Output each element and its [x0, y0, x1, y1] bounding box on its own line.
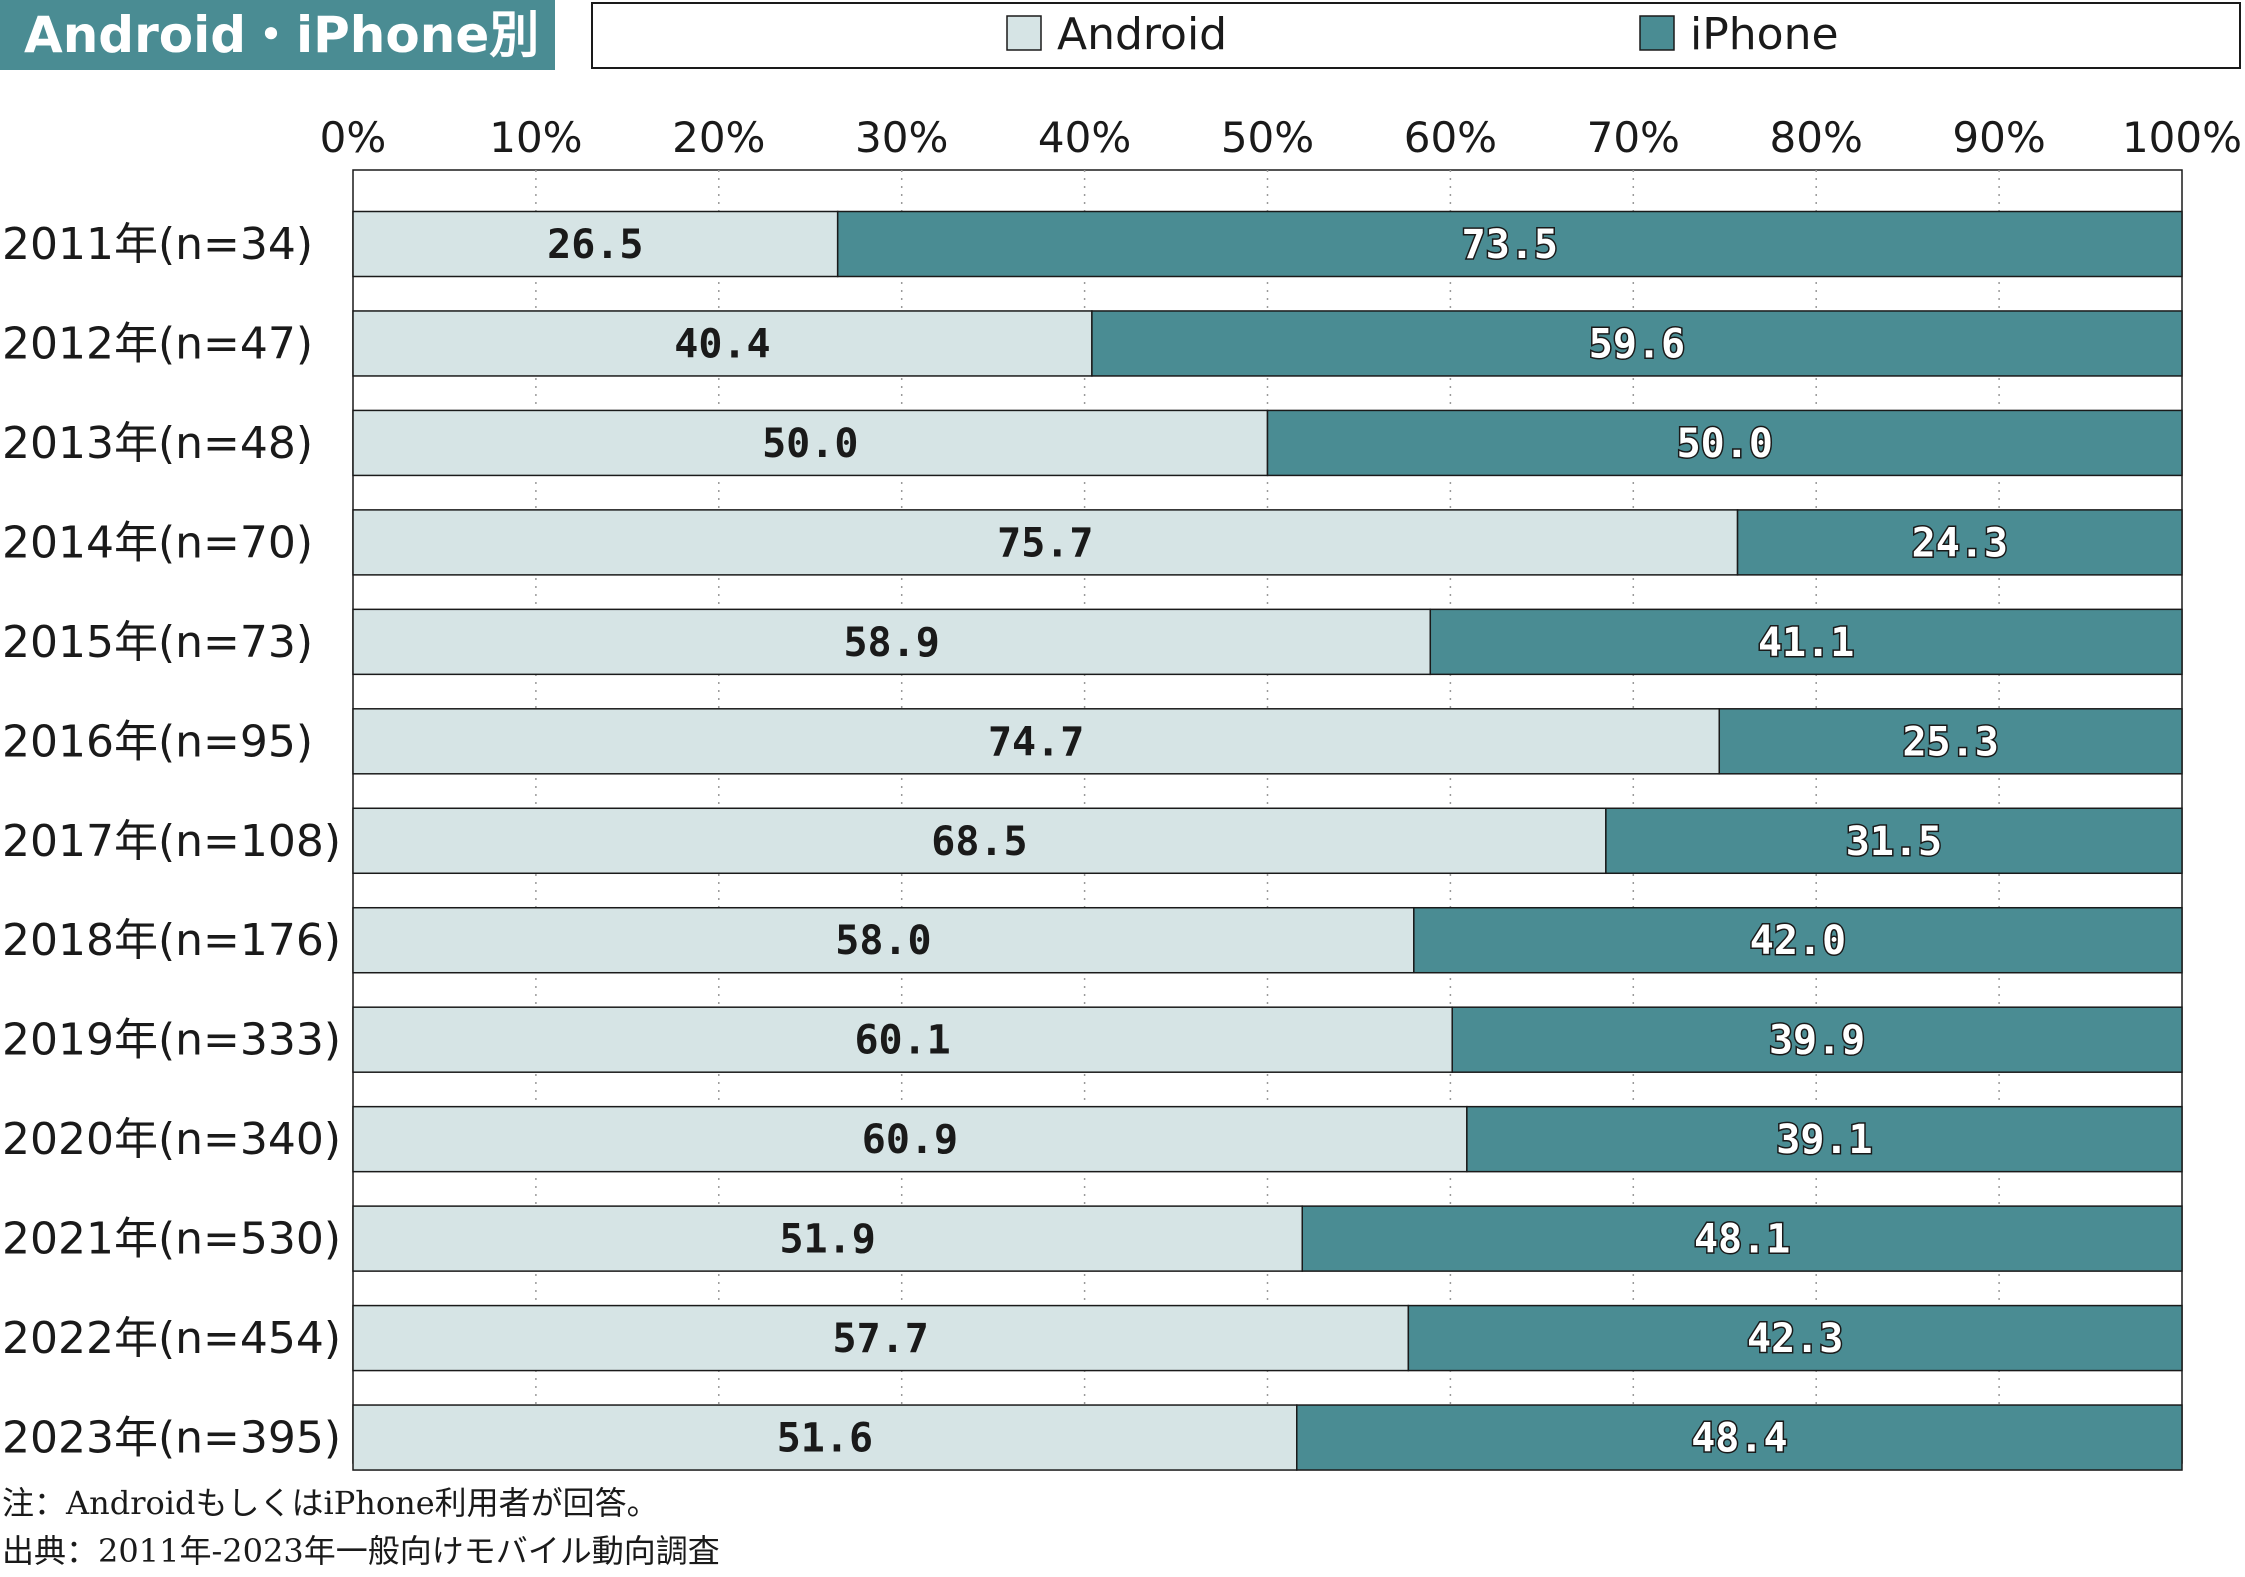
bar-android	[352, 708, 1721, 775]
bars	[352, 210, 2183, 1471]
legend-label-android: Android	[1057, 9, 1227, 60]
category-label: 2023年(n=395)	[2, 1413, 341, 1464]
header-title-bg	[0, 0, 555, 70]
category-label: 2021年(n=530)	[2, 1214, 341, 1265]
category-label: 2013年(n=48)	[2, 418, 313, 469]
value-label-iphone: 25.3	[1902, 719, 1998, 765]
legend-swatch-iphone	[1639, 15, 1675, 51]
category-labels: 2011年(n=34) 2012年(n=47) 2013年(n=48) 2014年(n…	[2, 219, 341, 1464]
value-label-iphone: 42.0	[1750, 918, 1846, 964]
x-tick-label: 100%	[2122, 113, 2242, 162]
value-label-android: 26.5	[547, 222, 643, 268]
bar-iphone	[1301, 1205, 2183, 1272]
bar-android	[352, 310, 1093, 377]
legend-label-iphone: iPhone	[1690, 9, 1839, 60]
footnote-source: 出典：2011年-2023年一般向けモバイル動向調査	[2, 1532, 720, 1570]
bar-iphone	[1296, 1404, 2183, 1471]
x-tick-label: 80%	[1770, 113, 1863, 162]
chart-title: Android・iPhone別	[24, 6, 539, 64]
value-label-android: 58.9	[843, 620, 939, 666]
value-label-iphone: 31.5	[1846, 819, 1942, 865]
x-tick-label: 50%	[1221, 113, 1314, 162]
x-tick-label: 10%	[489, 113, 582, 162]
bar-iphone	[1091, 310, 2183, 377]
bar-iphone	[836, 210, 2183, 278]
value-label-android: 60.1	[854, 1018, 950, 1064]
value-label-iphone: 39.1	[1776, 1117, 1872, 1163]
category-label: 2017年(n=108)	[2, 816, 341, 867]
value-label-android: 40.4	[674, 321, 770, 367]
bar-iphone	[1466, 1105, 2183, 1173]
category-label: 2016年(n=95)	[2, 716, 313, 767]
category-label: 2012年(n=47)	[2, 318, 313, 369]
x-tick-label: 70%	[1587, 113, 1680, 162]
bar-iphone	[1413, 906, 2183, 974]
category-label: 2011年(n=34)	[2, 219, 313, 270]
value-label-android: 58.0	[835, 918, 931, 964]
bar-iphone	[1718, 708, 2183, 775]
category-label: 2018年(n=176)	[2, 915, 341, 966]
bar-android	[352, 509, 1739, 576]
bar-android	[352, 906, 1415, 974]
bar-iphone	[1451, 1006, 2183, 1073]
x-tick-label: 40%	[1038, 113, 1131, 162]
x-tick-label: 60%	[1404, 113, 1497, 162]
value-label-android: 50.0	[762, 421, 858, 467]
legend-swatch-android	[1006, 15, 1042, 51]
value-label-android: 74.7	[988, 719, 1084, 765]
bar-iphone	[1429, 608, 2183, 676]
value-label-android: 68.5	[931, 819, 1027, 865]
bar-iphone	[1736, 509, 2183, 576]
value-label-android: 75.7	[997, 520, 1093, 566]
x-tick-label: 90%	[1952, 113, 2045, 162]
value-label-android: 51.6	[777, 1416, 873, 1462]
x-tick-label: 0%	[320, 113, 387, 162]
x-tick-label: 20%	[672, 113, 765, 162]
value-label-iphone: 59.6	[1589, 321, 1685, 367]
value-labels: 26.5 73.5 40.4 59.6 50.0 50.0 75.7 24.3 58.9 41.1…	[547, 221, 2009, 1464]
bar-android	[352, 608, 1432, 676]
value-label-android: 60.9	[862, 1117, 958, 1163]
value-label-android: 57.7	[833, 1316, 929, 1362]
bar-android	[352, 210, 839, 278]
category-label: 2014年(n=70)	[2, 517, 313, 568]
x-axis-ticks: 0% 10% 20% 30% 40% 50% 60% 70% 80% 90% 100%	[320, 113, 2242, 162]
value-label-iphone: 48.1	[1694, 1217, 1790, 1263]
value-label-iphone: 42.3	[1747, 1316, 1843, 1362]
bar-android	[352, 1006, 1453, 1073]
footnote-note: 注：AndroidもしくはiPhone利用者が回答。	[2, 1484, 659, 1522]
bar-iphone	[1605, 807, 2183, 875]
category-label: 2022年(n=454)	[2, 1313, 341, 1364]
bar-android	[352, 1205, 1304, 1272]
category-label: 2019年(n=333)	[2, 1015, 341, 1066]
value-label-iphone: 50.0	[1677, 421, 1773, 467]
legend-box	[591, 2, 2241, 69]
value-label-iphone: 24.3	[1912, 520, 2008, 566]
x-tick-label: 30%	[855, 113, 948, 162]
value-label-iphone: 41.1	[1758, 620, 1854, 666]
bar-iphone	[1407, 1304, 2183, 1372]
bar-android	[352, 409, 1269, 477]
category-label: 2020年(n=340)	[2, 1114, 341, 1165]
value-label-iphone: 73.5	[1462, 222, 1558, 268]
bar-iphone	[1266, 409, 2183, 477]
bar-android	[352, 807, 1607, 875]
value-label-android: 51.9	[779, 1217, 875, 1263]
value-label-iphone: 39.9	[1769, 1018, 1865, 1064]
value-label-iphone: 48.4	[1691, 1416, 1787, 1462]
category-label: 2015年(n=73)	[2, 617, 313, 668]
bar-android	[352, 1105, 1468, 1173]
